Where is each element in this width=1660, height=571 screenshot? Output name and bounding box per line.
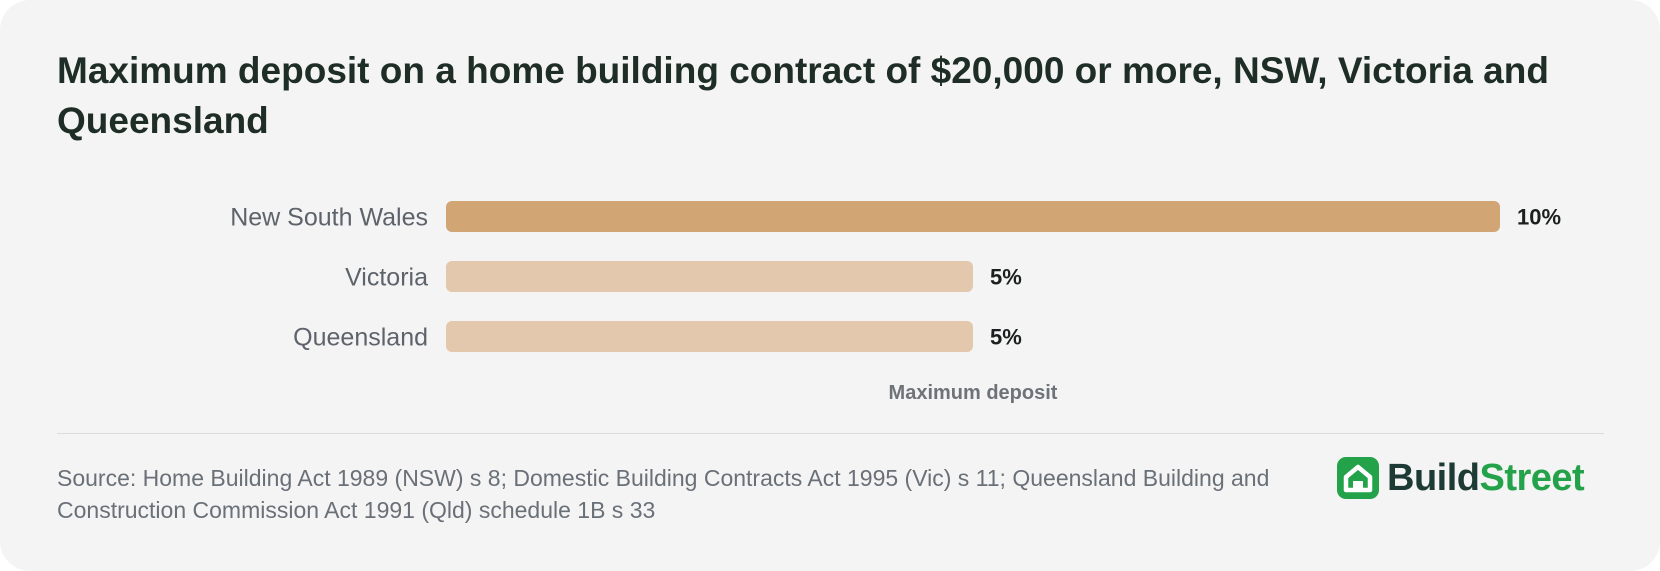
bar	[446, 201, 1500, 232]
category-label: New South Wales	[230, 204, 428, 232]
chart-title: Maximum deposit on a home building contr…	[57, 50, 1549, 141]
bar	[446, 261, 973, 292]
x-axis-label: Maximum deposit	[889, 382, 1058, 404]
divider	[57, 433, 1604, 434]
value-label: 10%	[1517, 205, 1561, 230]
source-note: Source: Home Building Act 1989 (NSW) s 8…	[57, 465, 1270, 523]
bar-chart: New South Wales 10% Victoria 5% Queensland 5%…	[230, 201, 1561, 404]
value-label: 5%	[990, 325, 1022, 350]
brand-logo: BuildStreet	[1337, 456, 1585, 500]
brand-name: BuildStreet	[1387, 457, 1585, 499]
house-icon	[1337, 457, 1379, 499]
category-label: Victoria	[345, 264, 428, 292]
bar	[446, 321, 973, 352]
value-label: 5%	[990, 265, 1022, 290]
category-label: Queensland	[293, 324, 428, 352]
